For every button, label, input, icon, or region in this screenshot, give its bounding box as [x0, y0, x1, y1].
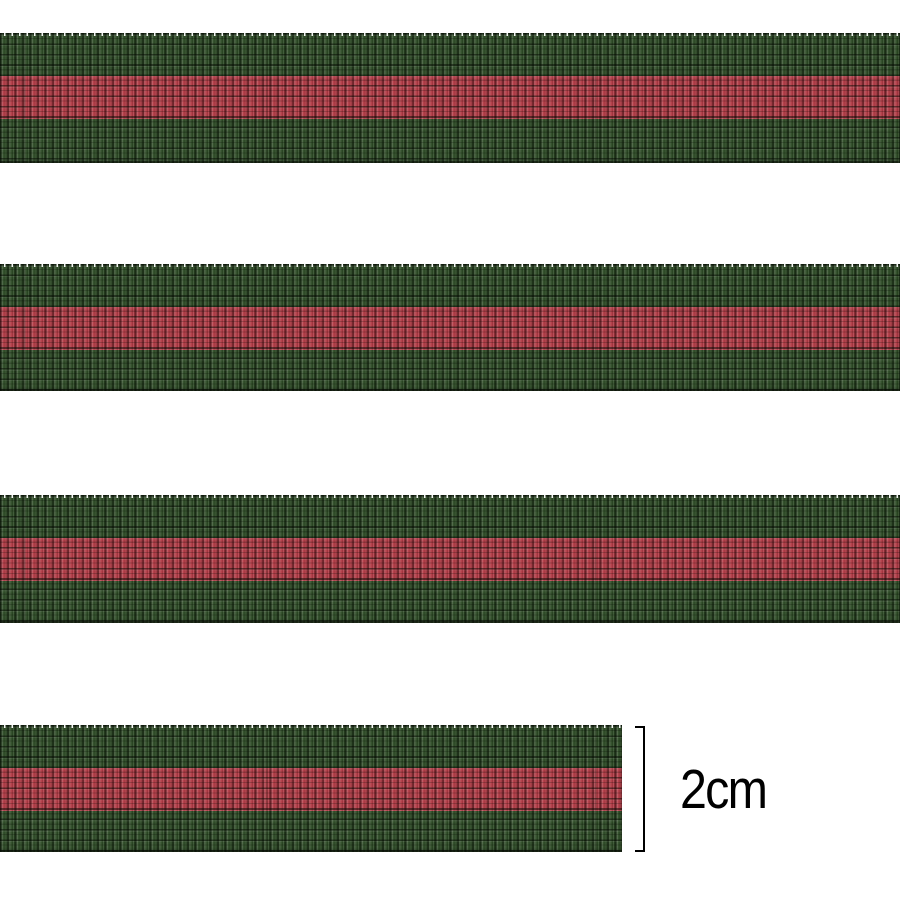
ribbon-strip-3	[0, 495, 900, 623]
measurement-bracket	[635, 726, 645, 852]
ribbon-strip-4	[0, 725, 622, 852]
measurement-label: 2cm	[680, 758, 768, 820]
ribbon-strip-2	[0, 264, 900, 391]
ribbon-strip-1	[0, 33, 900, 163]
